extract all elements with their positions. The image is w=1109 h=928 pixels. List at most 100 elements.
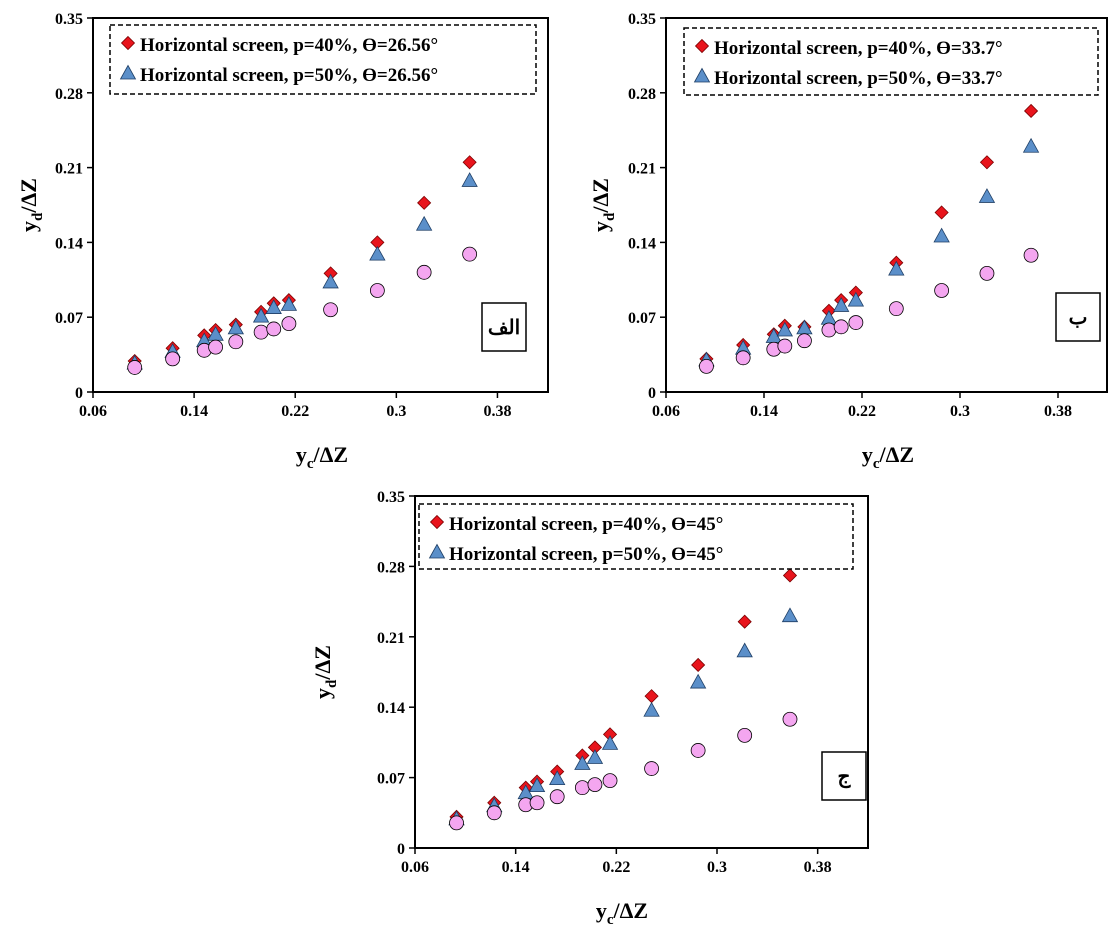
legend-entry-label: Horizontal screen, p=50%, ϴ=45° [449,544,723,565]
data-point-circle [369,283,385,298]
series-3 [699,247,1039,374]
data-point-triangle [586,749,604,764]
data-point-circle [127,360,143,375]
data-point-circle [529,795,545,811]
data-point-diamond [691,657,706,673]
data-point-triangle [820,309,838,325]
data-point-triangle [847,291,865,307]
chart-panel-jim: 0 0.07 0.14 0.21 0.28 0.35 0.06 0.14 0.22 0.3 0.38… [310,489,869,928]
x-tick-label: 0.06 [652,403,680,420]
data-point-triangle [1022,137,1040,153]
data-point-circle [1023,247,1039,263]
series-3 [127,246,478,375]
y-tick-label: 0.21 [55,161,83,178]
legend-diamond-icon [694,38,710,54]
panel-label: ب [1069,307,1088,329]
data-point-circle [587,777,603,793]
data-point-triangle [781,607,799,623]
x-tick-label: 0.3 [950,403,970,420]
data-point-circle [228,334,244,350]
x-tick-label: 0.38 [804,859,832,876]
y-tick-label: 0.35 [377,489,405,506]
data-point-diamond [1023,103,1039,119]
y-tick-label: 0 [397,841,405,858]
data-point-diamond [934,205,949,220]
data-point-triangle [549,770,566,786]
plot-frame [414,495,869,849]
data-point-triangle [832,297,850,312]
series-1 [127,155,477,369]
panel-label-box [481,302,527,352]
data-point-triangle [265,299,282,314]
data-point-triangle [415,215,433,231]
x-axis-title: yc/ΔZ [596,898,648,928]
chart-panel-be: 0 0.07 0.14 0.21 0.28 0.35 0.06 0.14 0.22 0.3 0.38… [588,11,1108,472]
data-point-circle [782,711,798,727]
data-point-circle [934,283,950,298]
y-tick-label: 0.14 [377,700,405,717]
data-point-circle [281,316,297,332]
y-tick-label: 0.07 [377,771,405,788]
y-tick-label: 0.07 [628,310,656,327]
data-point-triangle [322,273,339,289]
series-2 [126,172,478,370]
data-point-circle [644,761,659,776]
y-tick-label: 0.07 [55,310,83,327]
data-point-diamond [782,568,798,583]
data-point-circle [777,338,793,354]
data-point-circle [737,727,753,743]
data-point-triangle [227,319,244,335]
series-1 [449,568,798,824]
data-point-circle [323,302,339,318]
x-tick-label: 0.14 [502,859,530,876]
data-point-circle [797,333,812,349]
chart-panel-alef: 0 0.07 0.14 0.21 0.28 0.35 0.06 0.14 0.22 0.3 0.38… [16,11,549,472]
y-tick-label: 0 [75,385,83,402]
data-point-diamond [979,155,995,170]
x-tick-label: 0.3 [707,859,727,876]
data-point-diamond [417,195,432,210]
data-point-circle [449,815,464,831]
data-point-triangle [776,321,794,337]
data-point-triangle [461,172,478,187]
data-point-triangle [933,227,950,243]
data-point-triangle [574,755,591,770]
x-tick-label: 0.14 [750,403,778,420]
data-point-circle [690,743,706,758]
data-point-circle [979,265,995,281]
data-point-triangle [978,188,996,203]
y-tick-label: 0.35 [55,11,83,28]
data-point-triangle [601,735,619,750]
data-point-circle [574,780,590,796]
series-2 [698,137,1040,367]
y-axis-title: yd/ΔZ [16,178,46,232]
x-tick-label: 0.06 [401,859,429,876]
legend-diamond-icon [429,514,445,530]
legend-entry-label: Horizontal screen, p=50%, ϴ=26.56° [140,65,438,86]
x-tick-label: 0.38 [483,403,511,420]
data-point-triangle [528,777,546,793]
y-axis-title: yd/ΔZ [588,178,618,232]
legend-entry-label: Horizontal screen, p=50%, ϴ=33.7° [714,68,1003,89]
data-point-triangle [252,307,270,323]
x-tick-label: 0.38 [1044,403,1072,420]
data-point-circle [462,246,478,262]
legend-diamond-icon [120,35,136,51]
data-point-circle [253,324,269,340]
data-point-circle [266,321,282,337]
y-tick-label: 0.21 [628,161,656,178]
legend-entry-label: Horizontal screen, p=40%, ϴ=45° [449,514,723,535]
legend-box [109,24,537,95]
legend-entry-label: Horizontal screen, p=40%, ϴ=26.56° [140,35,438,56]
x-tick-label: 0.22 [848,403,876,420]
x-axis-title: yc/ΔZ [296,442,348,472]
y-tick-label: 0.28 [377,559,405,576]
data-point-diamond [737,614,752,629]
legend: Horizontal screen, p=40%, ϴ=26.56° Horizo… [109,24,537,95]
series-3 [449,711,798,831]
data-point-circle [821,322,837,338]
data-point-diamond [644,689,659,704]
series-2 [448,607,799,826]
data-point-triangle [643,701,660,717]
